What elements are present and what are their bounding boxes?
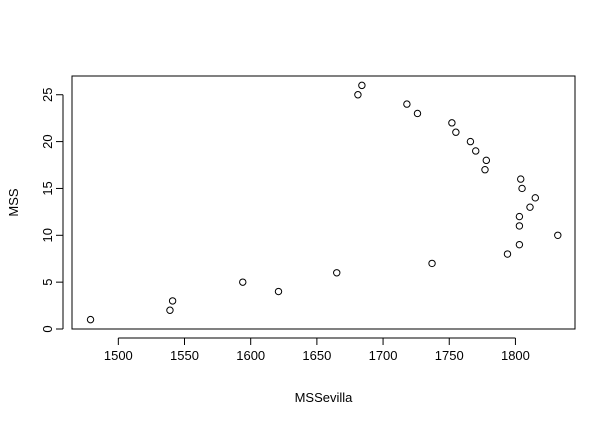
data-point (526, 203, 534, 211)
data-point (413, 109, 422, 118)
data-point (452, 128, 460, 136)
data-point (239, 278, 247, 286)
x-tick-label-1500: 1500 (104, 348, 133, 363)
data-point (515, 222, 524, 230)
data-point (554, 231, 562, 239)
x-tick-label-1750: 1750 (435, 348, 464, 363)
data-point (466, 137, 475, 146)
data-point (448, 119, 456, 127)
data-point (428, 259, 436, 268)
x-tick-label-1650: 1650 (302, 348, 331, 363)
y-tick-label-15: 15 (40, 181, 55, 195)
x-tick-label-1550: 1550 (170, 348, 199, 363)
data-point (86, 315, 95, 324)
plot-box (71, 75, 576, 330)
y-axis-title: MSS (6, 188, 21, 217)
data-point (166, 306, 174, 314)
data-point (503, 250, 512, 258)
data-point (354, 91, 362, 99)
y-tick-label-10: 10 (40, 228, 55, 242)
y-axis: 0 5 10 15 20 25 (40, 88, 64, 333)
data-point (531, 194, 539, 202)
data-point (515, 240, 524, 249)
data-point (333, 269, 341, 277)
data-point (274, 287, 283, 296)
data-point (518, 184, 526, 193)
y-tick-label-5: 5 (40, 279, 55, 286)
data-point (472, 147, 480, 155)
x-tick-label-1800: 1800 (501, 348, 530, 363)
x-tick-label-1700: 1700 (369, 348, 398, 363)
data-point (168, 297, 177, 305)
x-axis-title: MSSevilla (295, 390, 354, 405)
y-tick-label-0: 0 (40, 325, 55, 332)
data-point (517, 175, 525, 183)
data-point (515, 212, 524, 221)
y-tick-label-20: 20 (40, 134, 55, 148)
x-tick-label-1600: 1600 (236, 348, 265, 363)
x-axis: 1500 1550 1600 1650 1700 1750 1800 (104, 337, 530, 363)
data-point (403, 100, 411, 108)
data-point (482, 156, 491, 165)
data-point (481, 166, 489, 174)
data-point (358, 81, 366, 90)
y-tick-label-25: 25 (40, 88, 55, 102)
data-points (86, 81, 562, 324)
